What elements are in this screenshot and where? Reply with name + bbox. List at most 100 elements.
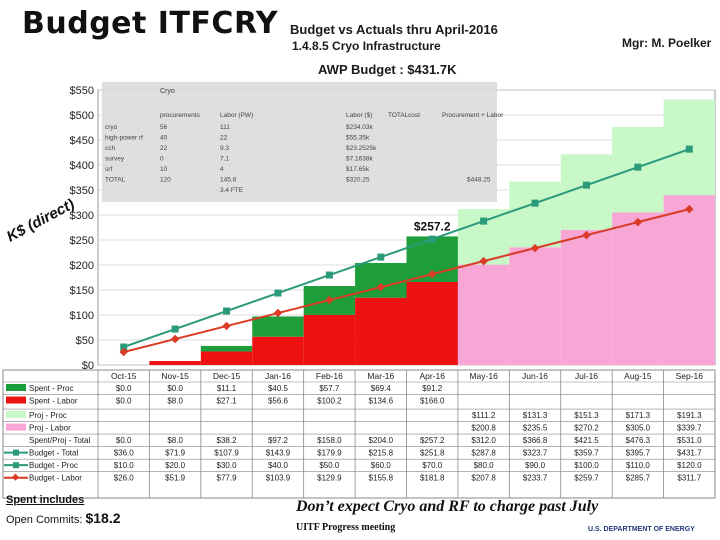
legend-label: Spent - Proc — [29, 384, 73, 393]
table-cell: $27.1 — [217, 397, 238, 406]
point — [531, 199, 539, 207]
inset-cell: $7.1638k — [346, 156, 373, 163]
x-tick-label: Oct-15 — [111, 371, 137, 381]
table-cell: $120.0 — [677, 461, 702, 470]
y-tick-label: $350 — [70, 185, 94, 197]
table-cell: $235.5 — [523, 424, 548, 433]
open-commits: Open Commits: $18.2 — [6, 510, 121, 526]
table-cell: $40.5 — [268, 384, 289, 393]
legend-label: Budget - Total — [29, 449, 78, 458]
inset-header: procurements — [160, 112, 200, 119]
table-cell: $90.0 — [525, 461, 546, 470]
table-cell: $359.7 — [574, 449, 599, 458]
y-tick-label: $200 — [70, 260, 94, 272]
point — [274, 289, 282, 297]
table-cell: $110.0 — [626, 461, 650, 470]
callout-label: $257.2 — [414, 219, 451, 233]
inset-cell: 7.1 — [220, 156, 229, 163]
point — [427, 269, 437, 279]
bar-proj-labor — [457, 264, 510, 365]
table-cell: $77.9 — [217, 474, 238, 483]
x-tick-label: Aug-15 — [624, 371, 652, 381]
legend-label: Spent - Labor — [29, 397, 78, 406]
inset-cell: 0 — [160, 156, 164, 163]
table-cell: $270.2 — [574, 424, 599, 433]
table-cell: $134.6 — [369, 397, 394, 406]
table-cell: $395.7 — [626, 449, 651, 458]
open-commits-label: Open Commits: — [6, 514, 83, 526]
bar-proj-labor — [663, 195, 715, 365]
footer-meeting: UITF Progress meeting — [296, 522, 396, 533]
y-tick-label: $250 — [70, 235, 94, 247]
point — [325, 271, 333, 279]
bar-spent-labor — [303, 314, 356, 365]
table-cell: $215.8 — [369, 449, 394, 458]
point — [428, 235, 436, 243]
table-cell: $107.9 — [214, 449, 239, 458]
table-cell: $191.3 — [677, 411, 702, 420]
inset-cell: $448.25 — [467, 177, 491, 184]
table-cell: $129.9 — [317, 474, 342, 483]
table-cell: $50.0 — [319, 461, 340, 470]
x-tick-label: Jan-16 — [265, 371, 291, 381]
x-tick-label: Feb-16 — [316, 371, 343, 381]
bar-proj-labor — [612, 212, 664, 365]
point — [634, 163, 642, 171]
awp-budget-label: AWP Budget : $431.7K — [318, 62, 457, 77]
table-cell: $103.9 — [266, 474, 291, 483]
table-cell: $91.2 — [422, 384, 443, 393]
table-cell: $204.0 — [369, 436, 394, 445]
manager-label: Mgr: M. Poelker — [622, 36, 712, 50]
point — [223, 307, 231, 315]
table-cell: $305.0 — [626, 424, 651, 433]
inset-cell: 4 — [220, 166, 224, 173]
table-cell: $251.8 — [420, 449, 445, 458]
table-cell: $71.9 — [165, 449, 186, 458]
table-cell: $339.7 — [677, 424, 702, 433]
table-cell: $200.8 — [471, 424, 496, 433]
x-tick-label: Apr-16 — [419, 371, 445, 381]
legend-label: Budget - Labor — [29, 474, 82, 483]
table-cell: $36.0 — [114, 449, 135, 458]
table-cell: $26.0 — [114, 474, 135, 483]
table-cell: $100.0 — [574, 461, 599, 470]
table-cell: $171.3 — [626, 411, 651, 420]
legend-swatch — [6, 396, 26, 404]
table-cell: $181.8 — [420, 474, 445, 483]
table-cell: $0.0 — [116, 384, 132, 393]
x-tick-label: Sep-16 — [676, 371, 704, 381]
x-tick-label: May-16 — [469, 371, 498, 381]
table-cell: $97.2 — [268, 436, 289, 445]
legend-label: Proj - Labor — [29, 424, 71, 433]
table-cell: $57.7 — [319, 384, 340, 393]
point — [222, 321, 231, 331]
inset-table-bg — [102, 82, 497, 202]
table-cell: $257.2 — [420, 436, 445, 445]
inset-cell: 22 — [160, 145, 168, 152]
y-tick-label: $500 — [70, 110, 94, 122]
inset-cell: $23.2525k — [346, 145, 377, 152]
inset-cell: cch — [105, 145, 116, 152]
x-tick-label: Jul-16 — [575, 371, 598, 381]
point — [170, 334, 180, 344]
y-tick-label: $0 — [82, 360, 94, 372]
legend-label: Spent/Proj - Total — [29, 436, 90, 445]
bar-spent-labor — [200, 351, 253, 365]
table-cell: $11.1 — [217, 384, 237, 393]
bar-spent-proc — [200, 345, 253, 352]
table-cell: $287.8 — [471, 449, 496, 458]
bar-spent-proc — [252, 316, 304, 337]
table-cell: $179.9 — [317, 449, 342, 458]
table-cell: $131.3 — [523, 411, 548, 420]
point — [582, 181, 590, 189]
table-cell: $80.0 — [474, 461, 495, 470]
y-tick-label: $400 — [70, 160, 94, 172]
x-tick-label: Nov-15 — [161, 371, 189, 381]
inset-header: Labor (PW) — [220, 112, 253, 119]
table-cell: $285.7 — [626, 474, 651, 483]
table-cell: $56.6 — [268, 397, 289, 406]
table-cell: $431.7 — [677, 449, 702, 458]
inset-table: Cryo procurements Labor (PW) Labor ($) TOTAL… — [102, 82, 504, 202]
inset-cell: srf — [105, 166, 112, 173]
data-table: Oct-15 Nov-15 Dec-15 Jan-16 Feb-16 Mar-16 Apr-… — [2, 369, 716, 499]
